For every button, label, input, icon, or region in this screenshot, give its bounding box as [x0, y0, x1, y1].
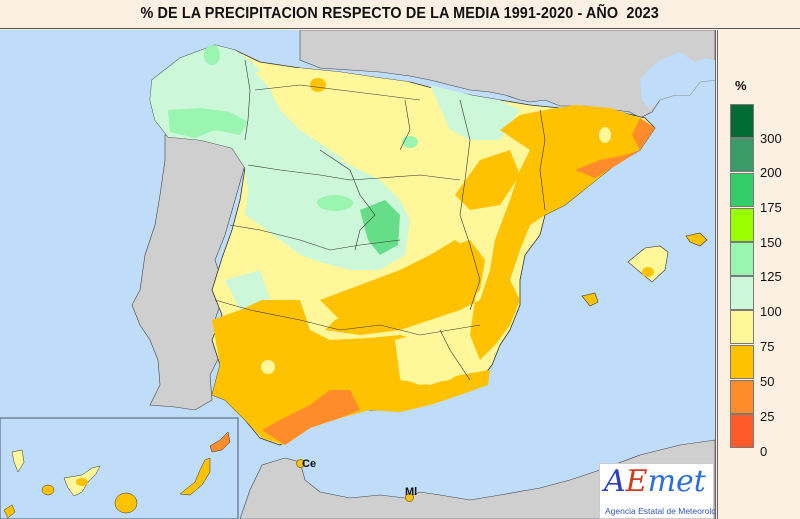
melilla-marker	[405, 493, 414, 502]
legend-swatch-300	[730, 104, 754, 138]
ceuta-marker	[296, 459, 305, 468]
legend-label-300: 300	[760, 131, 782, 146]
canary-lanzarote	[209, 431, 231, 453]
canary-gran-canaria	[114, 492, 138, 514]
legend-label-125: 125	[760, 269, 782, 284]
morocco-land	[239, 439, 715, 519]
legend-label-0: 0	[760, 444, 768, 459]
zone-125-150-galicia	[168, 108, 248, 138]
melilla-label: Ml	[405, 486, 418, 498]
menorca	[685, 232, 708, 247]
ceuta-label: Ce	[302, 458, 317, 470]
zone-25-50-girona	[632, 118, 655, 150]
map-canvas	[0, 30, 715, 519]
legend-swatch-0	[730, 414, 754, 448]
precipitation-map: Ce Ml AEmet Agencia Estatal de Meteorolo…	[0, 30, 716, 519]
canary-fuerteventura	[179, 457, 211, 496]
zone-100-125-northwest	[150, 45, 410, 270]
zone-75-100-northcentral	[255, 68, 420, 150]
aemet-logo-subtitle: Agencia Estatal de Meteorología	[605, 506, 716, 516]
zone-25-50-malaga	[262, 390, 360, 445]
canary-el-hierro	[3, 504, 16, 519]
zone-75-100-central	[340, 150, 440, 200]
zone-50-75-aragon	[455, 150, 520, 210]
legend-label-25: 25	[760, 409, 775, 424]
aemet-logo: AEmet Agencia Estatal de Meteorología	[599, 463, 716, 519]
map-title: % DE LA PRECIPITACION RESPECTO DE LA MED…	[140, 5, 660, 22]
legend-label-50: 50	[760, 374, 775, 389]
zone-100-125-northeast	[430, 85, 520, 140]
zone-100-125-west	[225, 270, 270, 310]
legend-swatch-75	[730, 310, 754, 344]
legend-label-75: 75	[760, 339, 775, 354]
legend-swatch-125	[730, 242, 754, 276]
legend-swatch-100	[730, 276, 754, 310]
legend-label-175: 175	[760, 200, 782, 215]
ibiza	[581, 292, 599, 307]
zone-50-75-castilla-south	[320, 240, 485, 325]
legend-label-100: 100	[760, 304, 782, 319]
legend-label-150: 150	[760, 235, 782, 250]
mallorca	[627, 245, 669, 283]
zone-50-75-south	[212, 300, 490, 445]
legend-swatch-50	[730, 345, 754, 379]
legend-swatch-150	[730, 208, 754, 242]
canary-la-gomera	[41, 484, 55, 496]
legend-label-200: 200	[760, 165, 782, 180]
title-bar: % DE LA PRECIPITACION RESPECTO DE LA MED…	[0, 0, 800, 29]
legend-swatch-175	[730, 173, 754, 207]
legend-panel: % 300 200 175 150 125 100 75 50 25 0	[717, 30, 800, 519]
legend-swatch-25	[730, 380, 754, 414]
canary-la-palma	[11, 449, 25, 473]
zone-125-150-galicia-north	[204, 45, 220, 65]
aemet-logo-wordmark: AEmet	[604, 464, 706, 499]
legend-unit: %	[735, 78, 747, 93]
zone-25-50-catalonia	[575, 150, 640, 178]
legend-swatch-200	[730, 138, 754, 172]
regional-borders	[214, 59, 546, 381]
